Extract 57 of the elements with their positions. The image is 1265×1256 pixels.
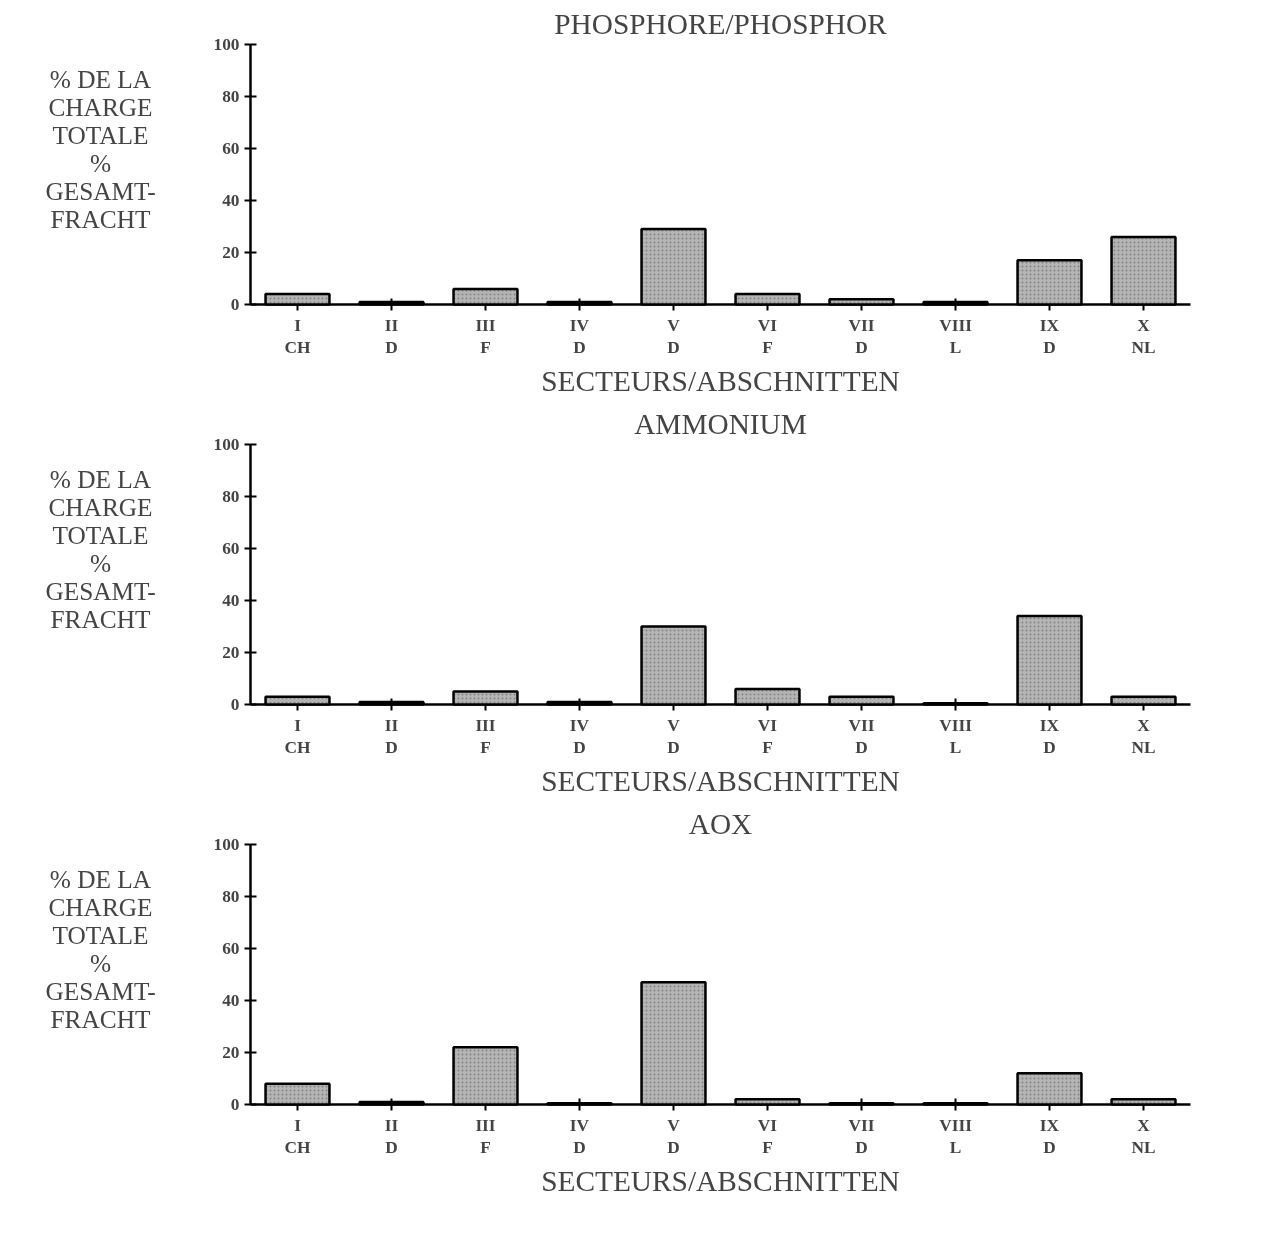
x-tick-label: IV D (569, 315, 590, 358)
y-axis-title: % DE LA CHARGE TOTALE % GESAMT- FRACHT (45, 864, 156, 1033)
chart-title: AMMONIUM (634, 407, 807, 440)
y-tick-label: 60 (222, 539, 240, 558)
y-tick-label: 40 (222, 991, 240, 1010)
x-tick-label: X NL (1131, 1115, 1156, 1158)
x-tick-label: III F (475, 715, 496, 758)
x-tick-label: IX D (1039, 715, 1060, 758)
y-tick-label: 0 (230, 295, 240, 314)
y-tick-label: 100 (213, 835, 240, 854)
x-tick-label: VIII L (939, 315, 973, 358)
y-tick-label: 60 (222, 939, 240, 958)
x-tick-label: IX D (1039, 315, 1060, 358)
x-tick-label: VI F (757, 315, 778, 358)
y-axis-title: % DE LA CHARGE TOTALE % GESAMT- FRACHT (45, 464, 156, 633)
x-tick-label: II D (384, 715, 399, 758)
x-tick-label: VIII L (939, 1115, 973, 1158)
y-tick-label: 0 (230, 695, 240, 714)
x-tick-label: IV D (569, 1115, 590, 1158)
x-tick-label: VI F (757, 1115, 778, 1158)
y-tick-label: 40 (222, 591, 240, 610)
y-tick-label: 0 (230, 1095, 240, 1114)
x-tick-label: I CH (284, 715, 312, 758)
x-tick-label: III F (475, 1115, 496, 1158)
x-axis-title: SECTEURS/ABSCHNITTEN (541, 1165, 900, 1198)
x-tick-label: VIII L (939, 715, 973, 758)
x-tick-label: IV D (569, 715, 590, 758)
chart-title: PHOSPHORE/PHOSPHOR (554, 7, 888, 40)
x-axis-title: SECTEURS/ABSCHNITTEN (541, 365, 900, 398)
x-tick-label: I CH (284, 315, 312, 358)
x-tick-label: VII D (848, 315, 875, 358)
x-tick-label: X NL (1131, 715, 1156, 758)
y-tick-label: 80 (222, 487, 240, 506)
y-tick-label: 60 (222, 139, 240, 158)
y-tick-label: 20 (222, 243, 240, 262)
y-tick-label: 80 (222, 887, 240, 906)
x-tick-label: I CH (284, 1115, 312, 1158)
y-axis-title: % DE LA CHARGE TOTALE % GESAMT- FRACHT (45, 64, 156, 233)
x-tick-label: VII D (848, 715, 875, 758)
y-tick-label: 100 (213, 435, 240, 454)
y-tick-label: 100 (213, 35, 240, 54)
x-tick-label: X NL (1131, 315, 1156, 358)
y-tick-label: 20 (222, 643, 240, 662)
x-tick-label: VII D (848, 1115, 875, 1158)
y-tick-label: 80 (222, 87, 240, 106)
x-tick-label: V D (667, 715, 681, 758)
x-tick-label: V D (667, 1115, 681, 1158)
x-tick-label: II D (384, 315, 399, 358)
x-tick-label: V D (667, 315, 681, 358)
y-tick-label: 20 (222, 1043, 240, 1062)
x-tick-label: II D (384, 1115, 399, 1158)
x-tick-label: IX D (1039, 1115, 1060, 1158)
chart-title: AOX (688, 807, 753, 840)
x-axis-title: SECTEURS/ABSCHNITTEN (541, 765, 900, 798)
x-tick-label: VI F (757, 715, 778, 758)
y-tick-label: 40 (222, 191, 240, 210)
x-tick-label: III F (475, 315, 496, 358)
